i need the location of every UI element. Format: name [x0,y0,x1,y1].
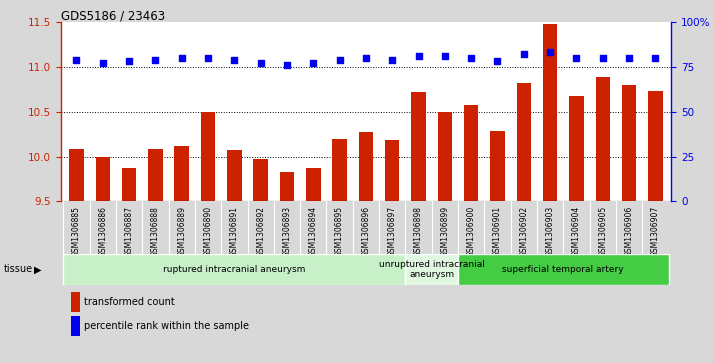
Point [150,57,161,62]
Point [597,55,608,61]
Point [228,57,240,62]
Bar [122,168,136,201]
Bar [358,132,373,201]
Point [544,49,555,55]
Point [492,58,503,64]
Bar [491,131,505,201]
Bar [648,91,663,201]
Point [439,53,451,59]
Point [71,57,82,62]
Point [570,55,582,61]
Text: GSM1306895: GSM1306895 [335,206,344,257]
Bar [253,159,268,201]
Text: GSM1306892: GSM1306892 [256,206,265,257]
Text: GSM1306894: GSM1306894 [308,206,318,257]
Bar [149,149,163,201]
Text: GSM1306904: GSM1306904 [572,206,581,257]
Text: GSM1306891: GSM1306891 [230,206,239,257]
Bar [411,92,426,201]
Text: GSM1306886: GSM1306886 [99,206,107,257]
Point [466,55,477,61]
Text: GSM1306890: GSM1306890 [203,206,213,257]
Bar [464,105,478,201]
Bar [622,85,636,201]
Point [281,62,293,68]
Text: GSM1306906: GSM1306906 [625,206,633,257]
Bar [543,24,558,201]
Text: GSM1306902: GSM1306902 [519,206,528,257]
Text: GSM1306888: GSM1306888 [151,206,160,257]
Text: GSM1306893: GSM1306893 [283,206,291,257]
Text: transformed count: transformed count [84,297,175,307]
Bar [96,156,110,201]
Point [386,57,398,62]
Bar [595,77,610,201]
Text: GSM1306889: GSM1306889 [177,206,186,257]
Text: percentile rank within the sample: percentile rank within the sample [84,321,249,331]
Bar [306,168,321,201]
Text: GSM1306901: GSM1306901 [493,206,502,257]
Text: GSM1306905: GSM1306905 [598,206,607,257]
Bar [385,140,399,201]
Bar [227,150,241,201]
Bar [516,83,531,201]
Point [255,60,266,66]
Bar [69,149,84,201]
Text: GSM1306896: GSM1306896 [361,206,371,257]
Bar [280,172,294,201]
Text: ruptured intracranial aneurysm: ruptured intracranial aneurysm [164,265,306,274]
Point [334,57,346,62]
Bar [333,139,347,201]
Text: ▶: ▶ [34,264,42,274]
Point [124,58,135,64]
Text: GSM1306900: GSM1306900 [467,206,476,257]
Bar [458,254,668,285]
Text: GSM1306907: GSM1306907 [651,206,660,257]
Bar [64,254,406,285]
Bar [201,112,216,201]
Text: GSM1306899: GSM1306899 [441,206,449,257]
Point [623,55,635,61]
Point [202,55,213,61]
Point [308,60,319,66]
Text: GSM1306887: GSM1306887 [125,206,134,257]
Bar [569,96,583,201]
Point [413,53,424,59]
Text: GSM1306903: GSM1306903 [545,206,555,257]
Text: GDS5186 / 23463: GDS5186 / 23463 [61,9,165,22]
Text: tissue: tissue [4,264,33,274]
Text: unruptured intracranial
aneurysm: unruptured intracranial aneurysm [378,260,485,279]
Point [650,55,661,61]
Point [518,51,530,57]
Point [360,55,371,61]
Bar [406,254,458,285]
Bar [174,146,189,201]
Point [97,60,109,66]
Bar [438,112,452,201]
Text: GSM1306898: GSM1306898 [414,206,423,257]
Text: GSM1306897: GSM1306897 [388,206,397,257]
Point [176,55,188,61]
Text: GSM1306885: GSM1306885 [72,206,81,257]
Text: superficial temporal artery: superficial temporal artery [503,265,624,274]
